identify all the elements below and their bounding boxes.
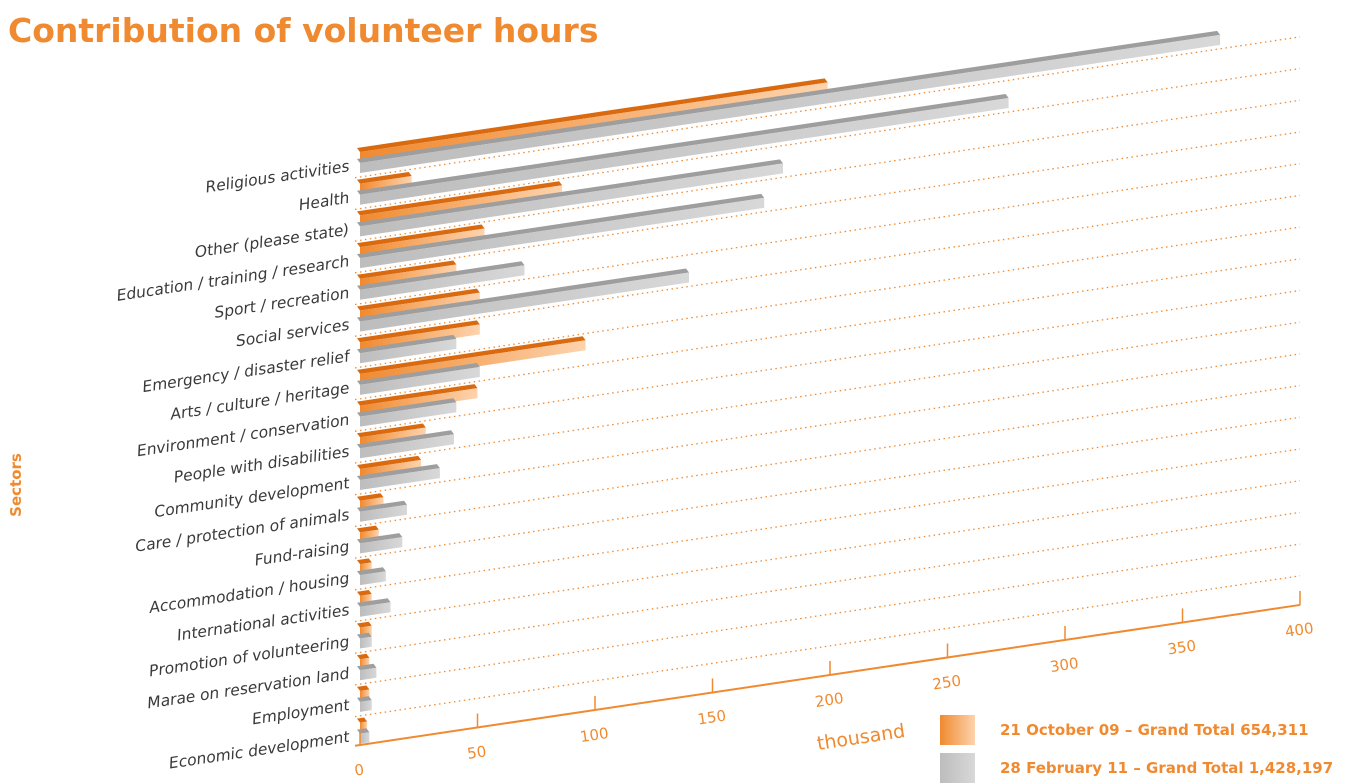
- legend-label: 28 February 11 – Grand Total 1,428,197: [1000, 759, 1333, 777]
- row-guide: [354, 543, 1301, 686]
- bar: [360, 272, 689, 332]
- bar-top: [357, 384, 478, 406]
- row-guide: [354, 36, 1301, 179]
- bar-top: [357, 430, 454, 449]
- row-guide: [354, 289, 1301, 432]
- x-axis-title: thousand: [815, 720, 906, 755]
- bar-top: [357, 558, 372, 565]
- row-guide: [354, 480, 1301, 623]
- bar: [360, 434, 454, 459]
- x-tick-label: 300: [1049, 654, 1080, 676]
- bar-top: [357, 78, 828, 152]
- bar-top: [357, 94, 1009, 195]
- bar-top: [357, 30, 1221, 164]
- bar-top: [357, 260, 457, 279]
- bar-top: [357, 533, 403, 544]
- row-guide: [354, 353, 1301, 496]
- category-label: Religious activities: [204, 157, 350, 196]
- bar-top: [357, 320, 480, 343]
- legend-swatch: [940, 753, 975, 783]
- bar: [360, 34, 1221, 174]
- bar-top: [357, 224, 485, 248]
- bar-top: [357, 567, 386, 576]
- row-guide: [354, 258, 1301, 401]
- category-label: Economic development: [168, 728, 352, 773]
- row-guide: [354, 511, 1301, 654]
- bar: [360, 537, 403, 554]
- bar-top: [357, 685, 370, 691]
- bar-top: [357, 717, 368, 723]
- bar-top: [357, 590, 372, 596]
- bar: [360, 732, 370, 744]
- row-guide: [354, 67, 1301, 211]
- row-guide: [354, 163, 1301, 306]
- bar-top: [357, 193, 765, 259]
- bar: [360, 700, 372, 712]
- y-axis-title: Sectors: [7, 453, 25, 517]
- x-axis: [354, 603, 1301, 747]
- chart-title: Contribution of volunteer hours: [8, 11, 598, 50]
- row-guide: [354, 226, 1301, 369]
- bar: [360, 571, 386, 586]
- bar-top: [357, 598, 391, 607]
- legend-swatch: [940, 715, 975, 745]
- row-guide: [354, 194, 1301, 337]
- bar: [360, 402, 457, 427]
- bar-top: [357, 334, 457, 354]
- bar-top: [357, 423, 426, 438]
- x-tick-label: 0: [353, 760, 365, 779]
- x-tick-label: 200: [814, 689, 845, 711]
- category-label: Employment: [251, 696, 352, 728]
- category-label: Sport / recreation: [213, 284, 350, 322]
- x-tick-label: 150: [696, 707, 727, 729]
- bar: [360, 163, 783, 237]
- bar-top: [357, 261, 525, 290]
- bar: [360, 367, 480, 395]
- bar: [360, 265, 525, 300]
- row-guide: [354, 416, 1301, 559]
- row-guide: [354, 575, 1301, 718]
- bar: [360, 338, 457, 364]
- bar-top: [357, 398, 457, 417]
- bar-top: [357, 632, 372, 639]
- bar: [360, 667, 377, 681]
- row-guide: [354, 99, 1301, 242]
- bar-top: [357, 525, 379, 533]
- bar: [360, 602, 391, 617]
- bar-top: [357, 159, 783, 227]
- bar: [360, 636, 372, 649]
- x-tick-label: 100: [579, 724, 610, 746]
- bar-top: [357, 621, 372, 628]
- bar-top: [357, 336, 586, 374]
- category-label: Social services: [235, 316, 351, 351]
- bar-top: [357, 663, 377, 671]
- x-tick-label: 50: [466, 742, 488, 763]
- x-tick-label: 350: [1166, 636, 1197, 658]
- bar-top: [357, 653, 370, 660]
- bar-top: [357, 464, 440, 480]
- row-guide: [354, 131, 1301, 274]
- bar: [360, 98, 1009, 205]
- row-guide: [354, 321, 1301, 464]
- bar-top: [357, 268, 689, 322]
- bar-top: [357, 181, 563, 216]
- bar-top: [357, 500, 407, 512]
- bar: [360, 504, 407, 522]
- category-label: Health: [298, 189, 351, 214]
- bar-top: [357, 493, 384, 501]
- legend-label: 21 October 09 – Grand Total 654,311: [1000, 721, 1309, 739]
- x-tick-label: 400: [1284, 619, 1315, 641]
- bar-top: [357, 363, 480, 385]
- row-guide: [354, 384, 1301, 528]
- bar-top: [357, 288, 480, 311]
- category-label: Fund-raising: [253, 538, 350, 570]
- bar-top: [357, 171, 412, 184]
- bar-top: [357, 455, 422, 469]
- bar-top: [357, 696, 372, 702]
- bar: [360, 197, 765, 269]
- bar: [360, 468, 440, 490]
- row-guide: [354, 448, 1301, 591]
- x-tick-label: 250: [931, 671, 962, 693]
